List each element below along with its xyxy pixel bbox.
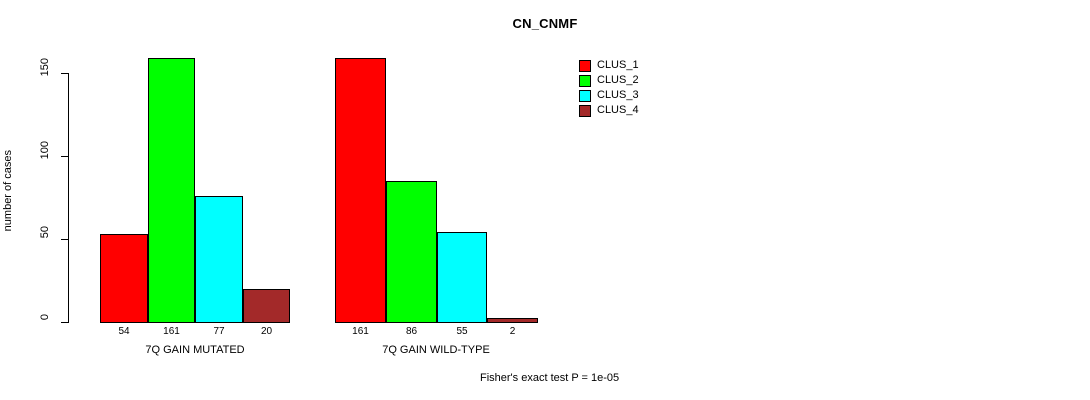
chart-title: CN_CNMF [512, 16, 578, 31]
bar-value-group1-clus3: 77 [213, 326, 225, 337]
plot-area: 0 50 100 150 number of cases 54 161 77 2… [2, 58, 538, 356]
legend-swatch-icon-clus-1 [579, 59, 591, 72]
bar-value-group2-clus2: 86 [405, 326, 418, 337]
y-axis-tick-label-150: 150 [39, 58, 51, 77]
bar-group2-clus2[interactable] [386, 181, 437, 323]
bar-group2-clus3[interactable] [437, 232, 487, 323]
legend-label-clus-2: CLUS_2 [597, 74, 639, 86]
group-label-1: 7Q GAIN MUTATED [145, 344, 245, 356]
y-axis-tick-label-50: 50 [39, 226, 51, 239]
bar-value-group2-clus3: 55 [456, 326, 468, 337]
bar-group1-clus1[interactable] [100, 234, 148, 323]
legend-item-clus-3[interactable]: CLUS_3 [579, 88, 699, 103]
statistical-test-note: Fisher's exact test P = 1e-05 [480, 372, 620, 384]
y-axis-tick-100 [61, 156, 68, 157]
y-axis-tick-0 [61, 322, 68, 323]
bar-group2-clus1[interactable] [335, 58, 386, 323]
legend-item-clus-4[interactable]: CLUS_4 [579, 103, 699, 118]
legend-label-clus-3: CLUS_3 [597, 89, 639, 101]
y-axis-tick-label-0: 0 [39, 314, 51, 321]
legend-swatch-icon-clus-2 [579, 74, 591, 87]
bar-group1-clus2[interactable] [148, 58, 195, 323]
legend-label-clus-4: CLUS_4 [597, 104, 639, 116]
bar-value-group2-clus1: 161 [352, 326, 369, 337]
y-axis-tick-label-100: 100 [39, 141, 51, 160]
bar-value-group1-clus4: 20 [260, 326, 273, 337]
legend: CLUS_1 CLUS_2 CLUS_3 CLUS_4 [579, 58, 699, 118]
y-axis-tick-50 [61, 239, 68, 240]
bar-group1-clus4[interactable] [243, 289, 290, 323]
legend-swatch-icon-clus-3 [579, 89, 591, 102]
legend-swatch-icon-clus-4 [579, 104, 591, 117]
bar-group2-clus4[interactable] [487, 318, 538, 323]
legend-item-clus-1[interactable]: CLUS_1 [579, 58, 699, 73]
bar-value-group2-clus4: 2 [509, 326, 516, 337]
bar-group1-clus3[interactable] [195, 196, 243, 323]
y-axis-title: number of cases [2, 150, 14, 232]
bar-value-group1-clus1: 54 [118, 326, 130, 337]
bar-value-group1-clus2: 161 [163, 326, 180, 337]
legend-item-clus-2[interactable]: CLUS_2 [579, 73, 699, 88]
legend-label-clus-1: CLUS_1 [597, 59, 639, 71]
y-axis-line [68, 73, 69, 323]
y-axis-tick-150 [61, 73, 68, 74]
group-label-2: 7Q GAIN WILD-TYPE [382, 344, 490, 356]
